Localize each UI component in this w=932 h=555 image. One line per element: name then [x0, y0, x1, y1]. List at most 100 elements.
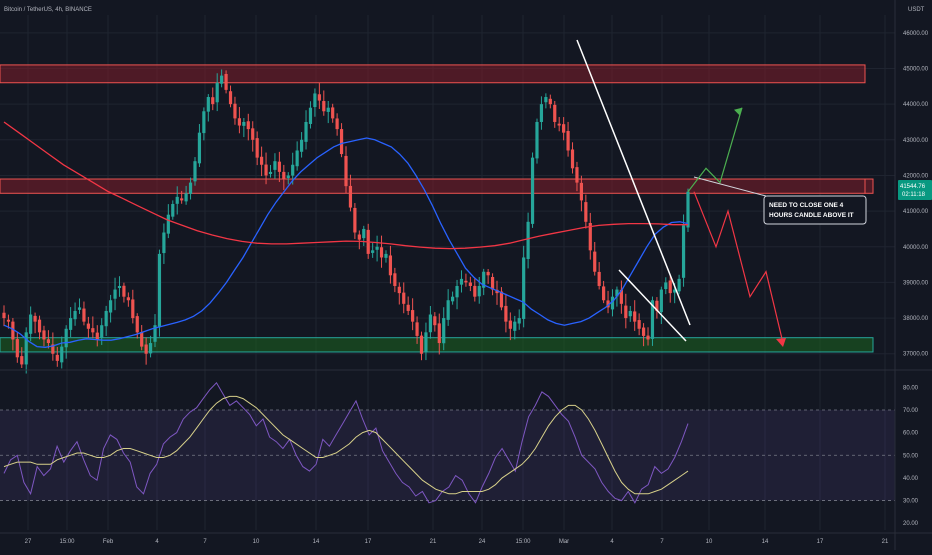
candle-body: [655, 300, 659, 311]
x-tick-label: Feb: [103, 539, 114, 545]
candle-body: [615, 289, 619, 297]
candle-body: [135, 316, 139, 333]
candle-body: [117, 285, 122, 289]
candle-body: [522, 257, 526, 319]
x-tick-label: 17: [365, 539, 372, 545]
candle-body: [73, 310, 77, 320]
candle-body: [602, 286, 606, 301]
candle-body: [211, 97, 215, 105]
candle-body: [371, 250, 375, 253]
candle-body: [29, 314, 33, 334]
candle-body: [588, 222, 592, 251]
candle-body: [411, 310, 415, 322]
candle-body: [313, 93, 317, 108]
candle-body: [162, 232, 166, 254]
candle-body: [468, 282, 472, 286]
candle-body: [437, 323, 441, 344]
candle-body: [51, 344, 55, 354]
candle-body: [619, 289, 623, 304]
rsi-tick-label: 20.00: [903, 521, 919, 527]
candle-body: [570, 149, 575, 169]
candle-body: [446, 300, 450, 320]
candle-body: [646, 335, 650, 340]
candle-body: [224, 73, 228, 90]
candle-body: [406, 304, 410, 311]
candle-body: [197, 132, 202, 164]
candle-body: [375, 246, 379, 250]
candle-body: [82, 308, 86, 322]
candle-body: [246, 121, 250, 130]
candle-body: [331, 107, 335, 119]
candle-body: [2, 312, 6, 319]
projection-up-arrowhead: [734, 107, 742, 116]
candle-body: [317, 94, 321, 101]
rsi-tick-label: 60.00: [903, 431, 919, 437]
candle-body: [255, 138, 259, 158]
candle-body: [686, 191, 690, 228]
y-tick-label: 39000.00: [903, 280, 929, 286]
candle-body: [548, 98, 552, 105]
candle-body: [566, 130, 570, 151]
candle-body: [206, 97, 210, 112]
candle-body: [193, 161, 197, 182]
candle-body: [677, 278, 681, 292]
candle-body: [277, 161, 281, 172]
candle-body: [215, 82, 219, 103]
x-tick-label: 17: [817, 539, 824, 545]
candle-body: [517, 318, 521, 324]
candle-body: [42, 330, 46, 340]
candle-body: [175, 196, 179, 204]
candle-body: [650, 300, 655, 339]
currency-label: USDT: [908, 7, 925, 13]
candle-body: [6, 319, 11, 322]
candle-body: [171, 203, 175, 217]
candle-body: [273, 161, 277, 170]
candle-body: [77, 307, 82, 310]
candle-body: [539, 104, 544, 122]
x-tick-label: 7: [203, 539, 207, 545]
candlestick-series: [2, 69, 690, 374]
candle-body: [108, 300, 113, 313]
candle-body: [286, 175, 290, 179]
candle-body: [504, 305, 508, 322]
annotation-line-2: HOURS CANDLE ABOVE IT: [769, 212, 854, 219]
candle-body: [362, 228, 366, 239]
rsi-panel: [0, 381, 895, 504]
candle-body: [428, 314, 432, 333]
candle-body: [220, 75, 224, 84]
candle-body: [575, 167, 579, 183]
rsi-tick-label: 40.00: [903, 476, 919, 482]
candle-body: [180, 198, 184, 201]
candle-body: [357, 234, 361, 240]
candle-body: [415, 322, 419, 336]
candle-body: [299, 139, 304, 152]
candle-body: [397, 286, 401, 294]
candle-body: [553, 104, 557, 122]
candle-body: [610, 296, 615, 310]
candle-body: [499, 291, 504, 308]
candle-body: [526, 221, 530, 259]
candle-body: [69, 318, 73, 330]
annotation-callout[interactable]: NEED TO CLOSE ONE 4 HOURS CANDLE ABOVE I…: [763, 195, 867, 225]
candle-body: [344, 155, 348, 187]
y-tick-label: 37000.00: [903, 352, 929, 358]
symbol-title: Bitcoin / TetherUS, 4h, BINANCE: [4, 7, 92, 13]
x-tick-label: 21: [430, 539, 437, 545]
candle-body: [348, 185, 353, 208]
candle-body: [46, 339, 51, 344]
rsi-tick-label: 80.00: [903, 385, 919, 391]
downtrend-line: [576, 39, 691, 326]
candle-body: [637, 320, 641, 329]
y-tick-label: 41000.00: [903, 209, 929, 215]
candle-body: [495, 289, 499, 294]
candle-body: [482, 271, 486, 288]
trend-drawings: [576, 39, 786, 347]
candle-body: [153, 325, 157, 342]
candle-body: [464, 280, 468, 283]
resistance-zone-extension: [864, 178, 874, 194]
candle-body: [606, 300, 610, 308]
rsi-tick-label: 50.00: [903, 453, 919, 459]
projection-up-path: [687, 107, 743, 193]
